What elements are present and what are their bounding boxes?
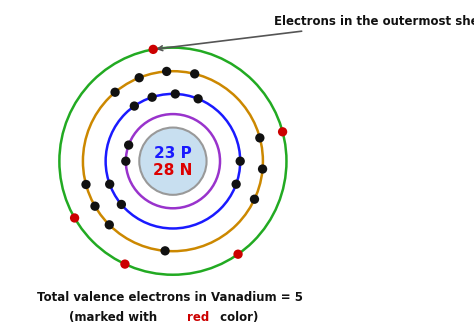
Point <box>163 69 171 74</box>
Text: Electrons in the outermost shell: Electrons in the outermost shell <box>158 15 474 51</box>
Text: (marked with: (marked with <box>69 311 161 324</box>
Point <box>191 71 199 77</box>
Point <box>161 248 169 253</box>
Point <box>122 159 129 164</box>
Point <box>251 197 258 202</box>
Point <box>149 47 157 52</box>
Point <box>91 204 99 209</box>
Point <box>71 215 78 221</box>
Point <box>111 90 119 95</box>
Point <box>125 143 132 148</box>
Point <box>82 182 90 187</box>
Point <box>172 91 179 96</box>
Point <box>121 262 129 267</box>
Text: 28 N: 28 N <box>153 163 192 178</box>
Circle shape <box>139 128 207 195</box>
Point <box>106 222 113 228</box>
Text: 23 P: 23 P <box>154 146 192 161</box>
Point <box>232 181 240 187</box>
Point <box>259 166 266 172</box>
Text: color): color) <box>216 311 258 324</box>
Text: red: red <box>187 311 210 324</box>
Text: Total valence electrons in Vanadium = 5: Total valence electrons in Vanadium = 5 <box>36 291 302 304</box>
Point <box>118 202 125 207</box>
Point <box>256 135 264 141</box>
Point <box>136 75 143 80</box>
Point <box>106 181 113 187</box>
Point <box>234 251 242 257</box>
Point <box>194 96 202 101</box>
Point <box>237 159 244 164</box>
Point <box>279 129 286 134</box>
Point <box>130 103 138 109</box>
Point <box>148 95 156 100</box>
